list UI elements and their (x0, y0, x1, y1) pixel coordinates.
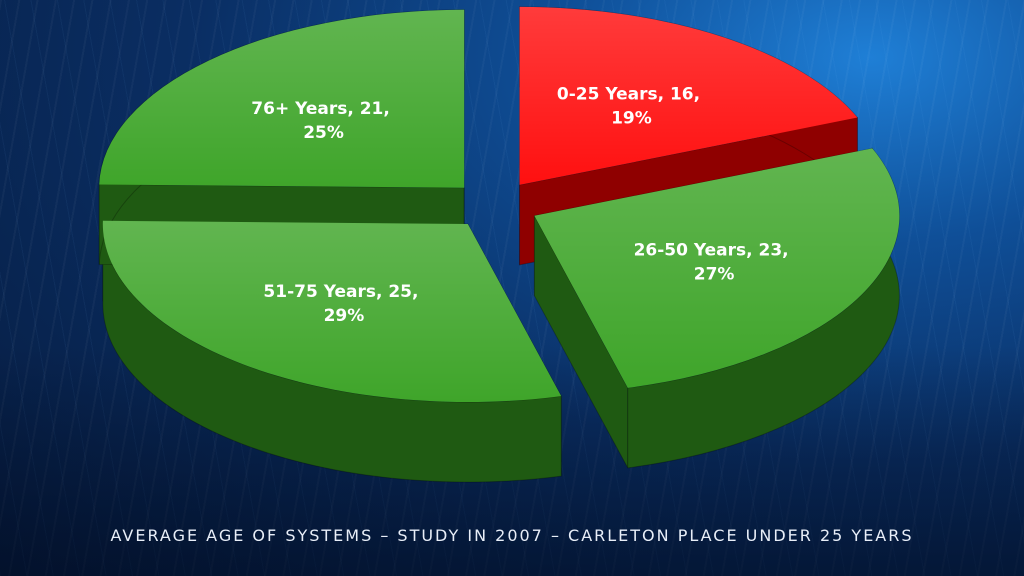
pie-slice-tops (99, 6, 900, 403)
data-label-0-25-line1: 0-25 Years, 16, (557, 85, 700, 105)
pie-slice-51-75-highlight (102, 220, 562, 403)
data-label-51-75: 51-75 Years, 25, 29% (263, 282, 424, 326)
data-label-0-25: 0-25 Years, 16, 19% (557, 85, 706, 129)
data-label-76-plus-line1: 76+ Years, 21, (251, 99, 390, 119)
chart-caption: AVERAGE AGE OF SYSTEMS – STUDY IN 2007 –… (110, 526, 914, 545)
data-label-76-plus-line2: 25% (303, 123, 344, 143)
pie-slice-26-50-highlight (534, 148, 900, 388)
data-label-76-plus: 76+ Years, 21, 25% (251, 99, 396, 143)
pie-slice-76-plus-highlight (99, 9, 465, 188)
data-label-51-75-line1: 51-75 Years, 25, (263, 282, 418, 302)
data-label-26-50: 26-50 Years, 23, 27% (634, 240, 795, 284)
pie-data-labels: 0-25 Years, 16, 19% 26-50 Years, 23, 27%… (251, 85, 795, 326)
data-label-26-50-line1: 26-50 Years, 23, (634, 240, 789, 260)
pie-slice-0-25-highlight (519, 6, 858, 185)
data-label-0-25-line2: 19% (611, 109, 652, 129)
data-label-51-75-line2: 29% (324, 306, 365, 326)
data-label-26-50-line2: 27% (694, 264, 735, 284)
